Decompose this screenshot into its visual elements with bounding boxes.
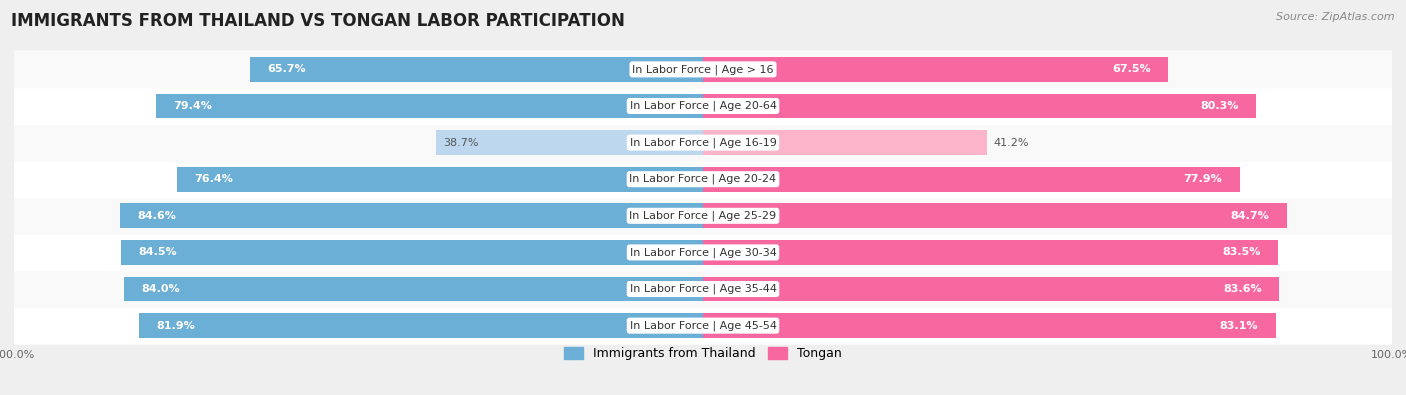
Text: 84.7%: 84.7%	[1230, 211, 1270, 221]
Bar	[156, 94, 703, 118]
Text: In Labor Force | Age > 16: In Labor Force | Age > 16	[633, 64, 773, 75]
Text: 83.1%: 83.1%	[1220, 321, 1258, 331]
Text: 79.4%: 79.4%	[173, 101, 212, 111]
Legend: Immigrants from Thailand, Tongan: Immigrants from Thailand, Tongan	[560, 342, 846, 365]
FancyBboxPatch shape	[14, 197, 1392, 235]
Text: In Labor Force | Age 16-19: In Labor Force | Age 16-19	[630, 137, 776, 148]
Bar	[436, 130, 703, 155]
Bar	[703, 313, 1275, 338]
Text: In Labor Force | Age 45-54: In Labor Force | Age 45-54	[630, 320, 776, 331]
Bar	[120, 203, 703, 228]
Text: 84.6%: 84.6%	[138, 211, 176, 221]
Text: 76.4%: 76.4%	[194, 174, 233, 184]
Text: IMMIGRANTS FROM THAILAND VS TONGAN LABOR PARTICIPATION: IMMIGRANTS FROM THAILAND VS TONGAN LABOR…	[11, 12, 626, 30]
Text: 83.5%: 83.5%	[1223, 247, 1261, 258]
Text: In Labor Force | Age 25-29: In Labor Force | Age 25-29	[630, 211, 776, 221]
Bar	[139, 313, 703, 338]
FancyBboxPatch shape	[14, 124, 1392, 162]
FancyBboxPatch shape	[14, 270, 1392, 308]
Bar	[703, 57, 1168, 82]
Text: In Labor Force | Age 20-24: In Labor Force | Age 20-24	[630, 174, 776, 184]
Text: 65.7%: 65.7%	[267, 64, 307, 74]
FancyBboxPatch shape	[14, 50, 1392, 88]
FancyBboxPatch shape	[14, 160, 1392, 198]
Text: 80.3%: 80.3%	[1201, 101, 1239, 111]
Text: Source: ZipAtlas.com: Source: ZipAtlas.com	[1277, 12, 1395, 22]
Text: In Labor Force | Age 30-34: In Labor Force | Age 30-34	[630, 247, 776, 258]
Bar	[177, 167, 703, 192]
FancyBboxPatch shape	[14, 233, 1392, 271]
Text: 83.6%: 83.6%	[1223, 284, 1261, 294]
Bar	[703, 94, 1256, 118]
Text: 41.2%: 41.2%	[994, 137, 1029, 148]
Text: 81.9%: 81.9%	[156, 321, 195, 331]
Text: 77.9%: 77.9%	[1184, 174, 1222, 184]
Bar	[703, 276, 1279, 301]
Bar	[703, 130, 987, 155]
FancyBboxPatch shape	[14, 307, 1392, 345]
Text: In Labor Force | Age 35-44: In Labor Force | Age 35-44	[630, 284, 776, 294]
Bar	[703, 167, 1240, 192]
Text: 84.5%: 84.5%	[138, 247, 177, 258]
Bar	[250, 57, 703, 82]
Text: In Labor Force | Age 20-64: In Labor Force | Age 20-64	[630, 101, 776, 111]
Bar	[124, 276, 703, 301]
Text: 67.5%: 67.5%	[1112, 64, 1152, 74]
Bar	[121, 240, 703, 265]
Text: 38.7%: 38.7%	[443, 137, 479, 148]
Text: 84.0%: 84.0%	[142, 284, 180, 294]
Bar	[703, 240, 1278, 265]
Bar	[703, 203, 1286, 228]
FancyBboxPatch shape	[14, 87, 1392, 125]
